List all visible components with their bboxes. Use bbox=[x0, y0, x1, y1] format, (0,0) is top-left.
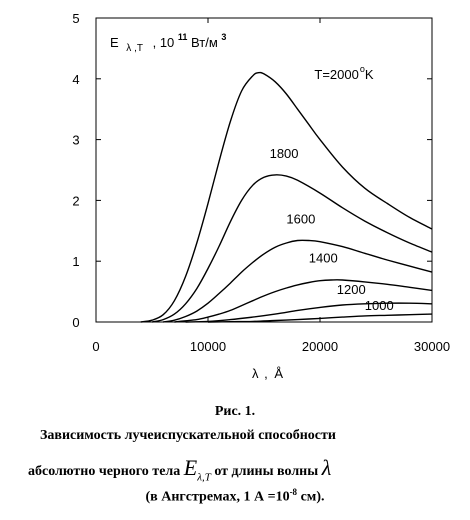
x-axis-label: λ , Å bbox=[252, 366, 283, 381]
chart: 0 10000 20000 30000 0 1 2 3 4 5 T=2000oK 1800 1600 1… bbox=[72, 11, 450, 381]
y-label-scale-base: , 10 bbox=[153, 35, 175, 50]
curve-t2000 bbox=[140, 71, 433, 323]
caption-symbol-e: Eλ,T bbox=[183, 455, 211, 484]
series-label-t2000: T=2000oK bbox=[314, 64, 373, 82]
series-label-1200: 1200 bbox=[337, 282, 366, 297]
curve-1600 bbox=[163, 239, 433, 323]
x-tick-label: 10000 bbox=[190, 339, 226, 354]
series-label-1600: 1600 bbox=[286, 212, 315, 227]
y-tick-label: 0 bbox=[72, 315, 79, 330]
y-label-symbol: E bbox=[110, 35, 119, 50]
caption-line-4: (в Ангстремах, 1 А =10-8 см). bbox=[0, 487, 470, 506]
caption-line4-after: см). bbox=[297, 489, 325, 505]
caption-line-2: Зависимость лучеиспускательной способнос… bbox=[40, 428, 336, 443]
curve-1000 bbox=[207, 313, 433, 323]
curve-1800 bbox=[151, 174, 433, 323]
figure-title: Рис. 1. bbox=[214, 404, 256, 419]
plot-frame bbox=[95, 17, 433, 323]
caption-line4-before: (в Ангстремах, 1 А =10 bbox=[145, 489, 290, 505]
x-tick-label: 30000 bbox=[414, 339, 450, 354]
caption-line3-mid: от длины волны bbox=[214, 464, 319, 479]
series-label-1000: 1000 bbox=[365, 298, 394, 313]
x-label-symbol: λ bbox=[252, 366, 259, 381]
x-tick-label: 20000 bbox=[302, 339, 338, 354]
x-tick-label: 0 bbox=[92, 339, 99, 354]
y-label-subscript: λ ,T bbox=[126, 43, 143, 54]
caption-line3-before: абсолютно черного тела bbox=[28, 464, 181, 479]
x-label-unit: Å bbox=[274, 366, 283, 381]
y-axis-label: E λ ,T , 10 11 Вт/м 3 bbox=[110, 28, 226, 54]
series-label-1400: 1400 bbox=[309, 250, 338, 265]
y-tick-label: 3 bbox=[72, 133, 79, 148]
y-label-unit: Вт/м bbox=[191, 35, 218, 50]
y-tick-label: 5 bbox=[72, 11, 79, 26]
y-label-unit-exp: 3 bbox=[221, 32, 226, 42]
caption-symbol-sub: λ,T bbox=[197, 471, 211, 484]
y-tick-label: 2 bbox=[72, 193, 79, 208]
y-tick-label: 4 bbox=[72, 72, 79, 87]
curve-1400 bbox=[174, 279, 433, 323]
caption-lambda: λ bbox=[321, 455, 332, 480]
series-label-1800: 1800 bbox=[270, 146, 299, 161]
y-label-scale-exp: 11 bbox=[178, 32, 188, 42]
y-tick-label: 1 bbox=[72, 254, 79, 269]
curve-1200 bbox=[185, 302, 433, 323]
caption-line4-exp: -8 bbox=[289, 487, 298, 497]
caption-line-3: абсолютно черного тела Eλ,T от длины вол… bbox=[28, 455, 468, 483]
